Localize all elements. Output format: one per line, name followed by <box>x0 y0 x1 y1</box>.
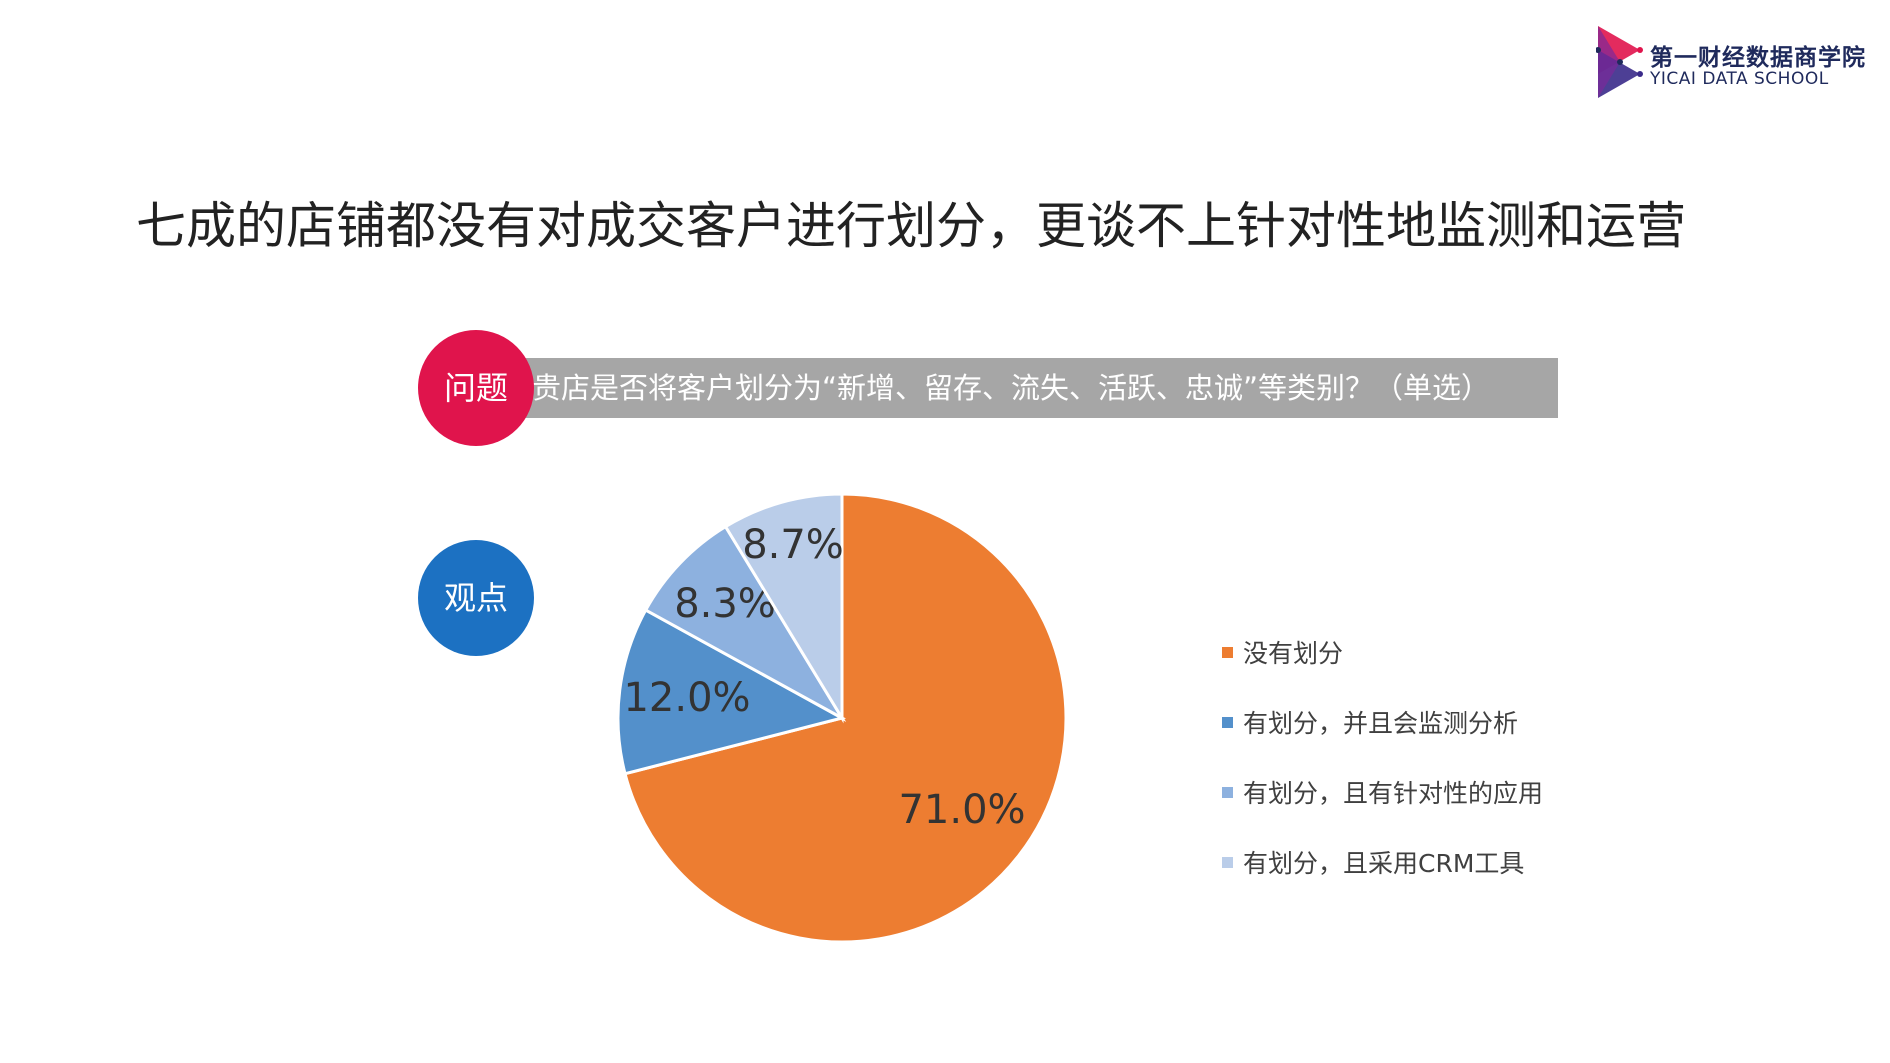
legend-swatch-0 <box>1222 646 1233 658</box>
pie-slice-1 <box>616 608 847 776</box>
legend-label-0: 没有划分 <box>1243 639 1344 668</box>
question-text: 贵店是否将客户划分为“新增、留存、流失、活跃、忠诚”等类别？（单选） <box>520 358 1558 418</box>
logo-name-en: YICAI DATA SCHOOL <box>1650 69 1829 89</box>
viewpoint-badge: 观点 <box>418 540 534 656</box>
pie-label-2: 8.3% <box>674 581 776 627</box>
legend-swatch-3 <box>1222 856 1233 868</box>
legend-item-0: 没有划分 <box>1222 632 1543 702</box>
page-title: 七成的店铺都没有对成交客户进行划分，更谈不上针对性地监测和运营 <box>136 197 1686 255</box>
legend-item-1: 有划分，并且会监测分析 <box>1222 702 1543 772</box>
pie-slice-2 <box>643 524 847 723</box>
legend-item-2: 有划分，且有针对性的应用 <box>1222 772 1543 842</box>
logo-mark-icon <box>1596 26 1643 98</box>
legend-swatch-1 <box>1222 716 1233 728</box>
pie-slice-3 <box>723 492 844 724</box>
pie-label-1: 12.0% <box>623 675 750 721</box>
legend-label-1: 有划分，并且会监测分析 <box>1243 709 1519 738</box>
question-badge: 问题 <box>418 330 534 446</box>
legend-item-3: 有划分，且采用CRM工具 <box>1222 842 1543 912</box>
logo-name-cn: 第一财经数据商学院 <box>1650 45 1866 71</box>
pie-slice-0 <box>623 492 1068 944</box>
legend-label-3: 有划分，且采用CRM工具 <box>1243 849 1525 878</box>
pie-label-3: 8.7% <box>742 522 844 568</box>
logo: 第一财经数据商学院 YICAI DATA SCHOOL <box>1596 24 1876 100</box>
legend-swatch-2 <box>1222 786 1233 798</box>
pie-label-0: 71.0% <box>898 787 1025 833</box>
legend-label-2: 有划分，且有针对性的应用 <box>1243 779 1544 808</box>
chart-legend: 没有划分有划分，并且会监测分析 有划分，且有针对性的应用 有划分，且采用CRM工具 <box>1222 632 1543 912</box>
